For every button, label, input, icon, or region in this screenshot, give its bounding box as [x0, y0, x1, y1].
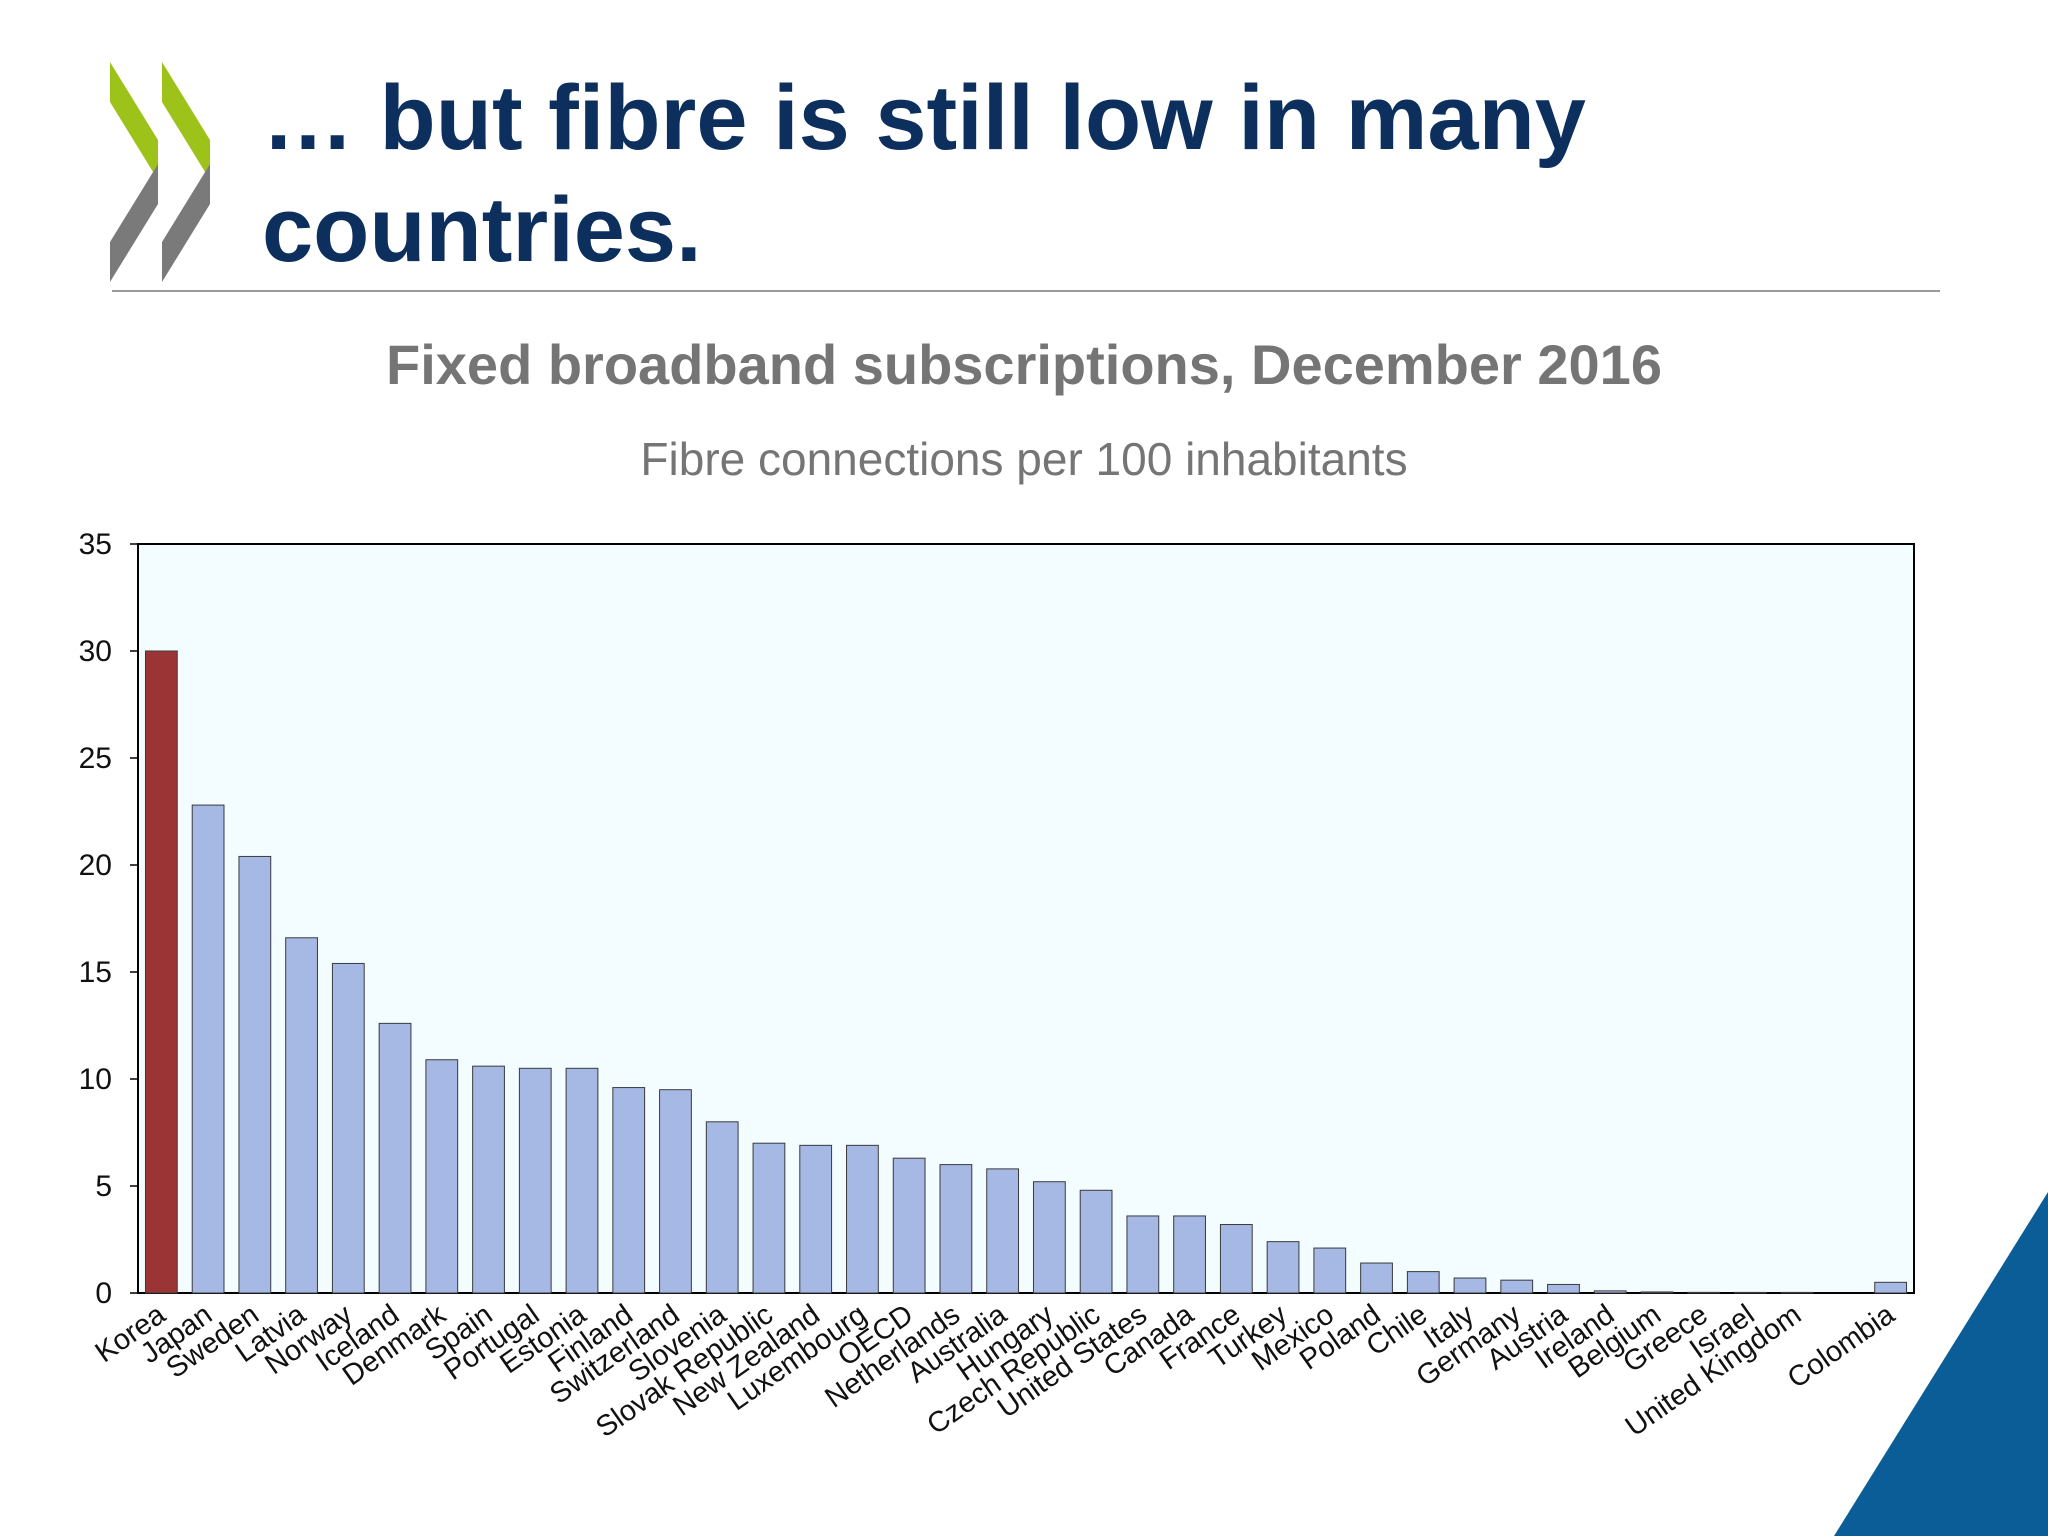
- chart-subtitle: Fibre connections per 100 inhabitants: [640, 433, 1408, 485]
- bar-united-kingdom: [1780, 1291, 1814, 1294]
- bar-hungary: [1032, 1181, 1066, 1294]
- bar-spain: [472, 1065, 505, 1294]
- y-tick-label: 0: [95, 1277, 112, 1310]
- bar-germany: [1500, 1279, 1534, 1294]
- bar-colombia: [1874, 1281, 1908, 1294]
- logo-chevron-grey-right: [162, 164, 210, 282]
- logo-chevron-grey-left: [110, 164, 158, 282]
- chart-title: Fixed broadband subscriptions, December …: [386, 333, 1662, 396]
- bar-turkey: [1266, 1241, 1300, 1294]
- bar-france: [1219, 1224, 1253, 1294]
- bar-austria: [1547, 1283, 1580, 1294]
- bar-chile: [1406, 1271, 1440, 1294]
- bar-korea: [144, 650, 178, 1294]
- slide-title-line1: … but fibre is still low in many: [262, 67, 1586, 169]
- bar-portugal: [518, 1067, 552, 1294]
- bar-poland: [1360, 1262, 1393, 1294]
- bar-israel: [1734, 1291, 1767, 1294]
- y-tick-label: 20: [79, 849, 112, 882]
- bar-iceland: [378, 1022, 412, 1294]
- bar-denmark: [425, 1059, 459, 1294]
- bar-belgium: [1640, 1291, 1674, 1294]
- logo-chevron-green-right: [162, 62, 210, 180]
- y-tick-label: 5: [95, 1170, 112, 1203]
- bar-sweden: [238, 855, 272, 1294]
- bar-canada: [1173, 1215, 1206, 1294]
- title-divider: [112, 290, 1940, 292]
- bar-mexico: [1313, 1247, 1347, 1294]
- bar-italy: [1453, 1277, 1487, 1294]
- bar-ireland: [1593, 1290, 1627, 1294]
- bar-japan: [191, 804, 225, 1294]
- bar-netherlands: [939, 1164, 973, 1294]
- bar-united-states: [1126, 1215, 1160, 1294]
- bar-oecd: [892, 1157, 926, 1294]
- bar-finland: [612, 1087, 646, 1294]
- bar-luxembourg: [846, 1144, 879, 1294]
- bar-new-zealand: [799, 1144, 833, 1294]
- bar-latvia: [285, 937, 318, 1294]
- slide-title: … but fibre is still low in many countri…: [262, 62, 1962, 286]
- oecd-logo: [110, 62, 210, 282]
- bar-greece: [1687, 1291, 1721, 1294]
- slide-title-line2: countries.: [262, 179, 702, 281]
- y-tick-label: 15: [79, 956, 112, 989]
- y-tick-label: 30: [79, 635, 112, 668]
- bar-switzerland: [659, 1089, 692, 1294]
- y-tick-label: 25: [79, 742, 112, 775]
- y-tick-label: 10: [79, 1063, 112, 1096]
- bar-australia: [986, 1168, 1020, 1294]
- bar-slovak-republic: [752, 1142, 786, 1294]
- bar-czech-republic: [1079, 1189, 1113, 1294]
- logo-chevron-green-left: [110, 62, 158, 180]
- bar-norway: [331, 962, 365, 1294]
- x-category-label: Colombia: [1782, 1298, 1901, 1395]
- bar-slovenia: [705, 1121, 739, 1294]
- y-tick-label: 35: [79, 528, 112, 561]
- bar-estonia: [565, 1067, 599, 1294]
